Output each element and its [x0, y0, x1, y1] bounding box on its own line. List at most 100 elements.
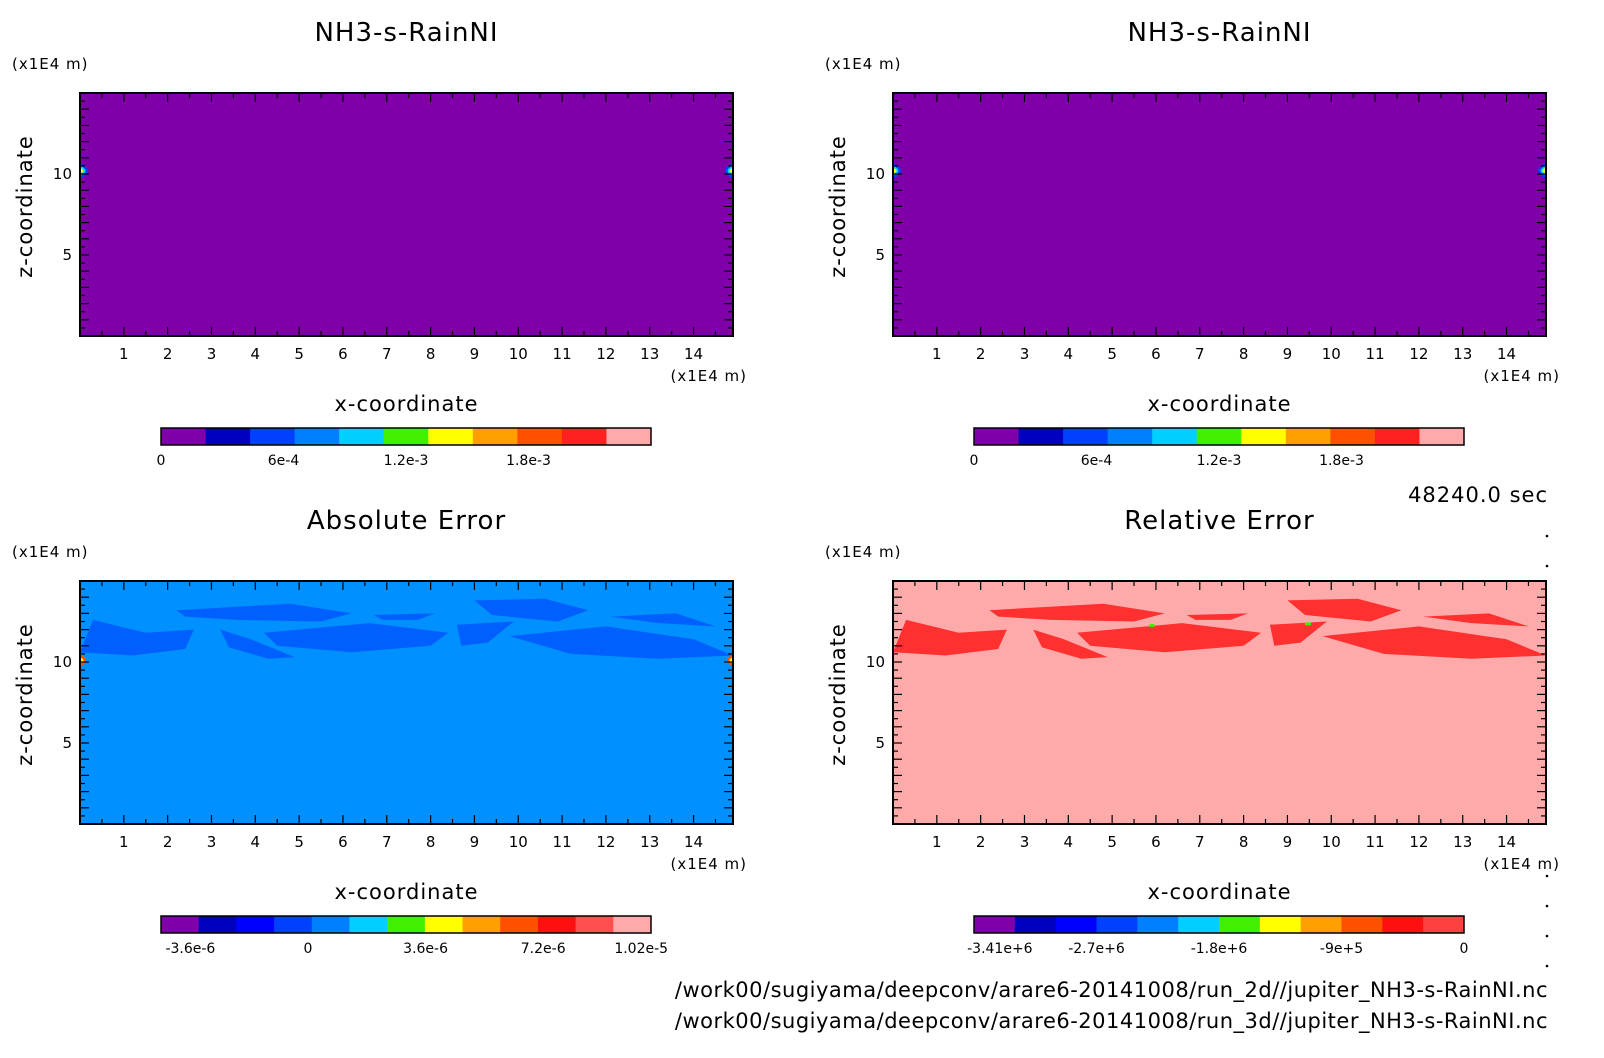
- footer-path-2d: /work00/sugiyama/deepconv/arare6-2014100…: [675, 978, 1548, 1003]
- colorbar-swatch: [517, 428, 563, 445]
- colorbar-swatch: [1259, 916, 1302, 933]
- colorbar-swatch: [294, 428, 340, 445]
- colorbar-tick-label: -3.6e-6: [165, 941, 215, 957]
- colorbar: 0 6e-4 1.2e-3 1.8e-3: [157, 427, 652, 469]
- colorbar-swatch: [387, 916, 426, 933]
- colorbar-swatch: [1178, 916, 1220, 933]
- contour-field: [80, 93, 733, 336]
- footer-path-3d: /work00/sugiyama/deepconv/arare6-2014100…: [675, 1009, 1548, 1034]
- x-tick-label: 7: [1195, 345, 1205, 363]
- colorbar-swatch: [606, 428, 652, 445]
- colorbar-swatch: [349, 916, 388, 933]
- x-tick-label: 11: [553, 345, 572, 363]
- x-tick-label: 14: [1497, 345, 1516, 363]
- colorbar-swatch: [1152, 428, 1198, 445]
- x-tick-label: 9: [470, 833, 480, 851]
- x-tick-label: 8: [426, 345, 436, 363]
- x-tick-label: 10: [1322, 833, 1341, 851]
- x-tick-label: 3: [1020, 345, 1030, 363]
- chart-panel-4: Relative Error(x1E4 m)1 2 3 4 5 6 7 8 9 10 11 12 13 1…: [825, 506, 1560, 957]
- x-tick-label: 12: [596, 345, 615, 363]
- x-axis-label: x-coordinate: [334, 392, 478, 416]
- x-tick-label: 14: [1497, 833, 1516, 851]
- y-axis-label: z-coordinate: [826, 135, 850, 278]
- y-axis: 5 10: [866, 100, 1546, 329]
- colorbar-swatch: [613, 916, 652, 933]
- colorbar: -3.41e+6 -2.7e+6 -1.8e+6 -9e+5 0: [967, 915, 1469, 957]
- x-tick-label: 14: [684, 833, 703, 851]
- colorbar-swatch: [250, 428, 296, 445]
- colorbar-swatch: [974, 428, 1020, 445]
- x-tick-label: 12: [1409, 833, 1428, 851]
- colorbar-swatch: [1300, 916, 1342, 933]
- x-tick-label: 11: [1366, 345, 1385, 363]
- chart-title: Relative Error: [1124, 506, 1315, 536]
- x-tick-label: 1: [932, 833, 942, 851]
- x-tick-label: 4: [1064, 833, 1074, 851]
- x-tick-label: 1: [932, 345, 942, 363]
- x-tick-label: 8: [1239, 345, 1249, 363]
- y-tick-label: 10: [53, 165, 72, 183]
- x-tick-label: 1: [119, 345, 129, 363]
- colorbar-tick-label: 0: [1460, 941, 1469, 957]
- x-tick-label: 9: [1283, 345, 1293, 363]
- colorbar-tick-label: 1.8e-3: [1319, 453, 1364, 469]
- colorbar-swatch: [1096, 916, 1138, 933]
- colorbar-swatch: [1382, 916, 1424, 933]
- x-tick-label: 11: [553, 833, 572, 851]
- x-tick-label: 7: [382, 833, 392, 851]
- colorbar-swatch: [1330, 428, 1376, 445]
- colorbar-tick-label: 1.2e-3: [1197, 453, 1242, 469]
- colorbar-swatch: [1055, 916, 1097, 933]
- y-unit-label: (x1E4 m): [825, 55, 902, 73]
- colorbar-swatch: [537, 916, 577, 933]
- colorbar-swatch: [561, 428, 607, 445]
- colorbar-swatch: [161, 428, 207, 445]
- colorbar-swatch: [472, 428, 518, 445]
- x-tick-label: 5: [1107, 833, 1117, 851]
- colorbar-swatch: [161, 916, 200, 933]
- x-tick-label: 13: [1453, 833, 1472, 851]
- colorbar-tick-label: 6e-4: [268, 453, 300, 469]
- x-tick-label: 6: [338, 833, 348, 851]
- colorbar-swatch: [575, 916, 614, 933]
- x-tick-label: 2: [976, 345, 986, 363]
- x-tick-label: 8: [426, 833, 436, 851]
- colorbar-swatch: [1341, 916, 1383, 933]
- chart-panel-3: Absolute Error(x1E4 m)1 2 3 4 5 6 7 8 9 10 11 12 13 1…: [12, 506, 746, 957]
- colorbar-tick-label: 0: [970, 453, 979, 469]
- y-unit-label: (x1E4 m): [12, 55, 89, 73]
- x-tick-label: 3: [1020, 833, 1030, 851]
- colorbar-swatch: [383, 428, 429, 445]
- chart-title: Absolute Error: [307, 506, 506, 536]
- x-axis-label: x-coordinate: [1147, 880, 1291, 904]
- margin-dots: [1545, 534, 1549, 968]
- x-axis: 1 2 3 4 5 6 7 8 9 10 11 12 13 14: [101, 93, 717, 363]
- x-unit-label: (x1E4 m): [1483, 855, 1560, 873]
- x-tick-label: 3: [207, 833, 217, 851]
- x-tick-label: 5: [1107, 345, 1117, 363]
- x-unit-label: (x1E4 m): [670, 367, 747, 385]
- x-tick-label: 3: [207, 345, 217, 363]
- colorbar-tick-label: -2.7e+6: [1068, 941, 1125, 957]
- y-axis-label: z-coordinate: [826, 623, 850, 766]
- colorbar-swatch: [1419, 428, 1465, 445]
- x-axis: 1 2 3 4 5 6 7 8 9 10 11 12 13 14: [914, 93, 1530, 363]
- y-axis: 5 10: [866, 588, 1546, 817]
- x-tick-label: 5: [294, 833, 304, 851]
- colorbar-swatch: [1107, 428, 1153, 445]
- colorbar-swatch: [339, 428, 385, 445]
- x-tick-label: 13: [640, 833, 659, 851]
- x-axis: 1 2 3 4 5 6 7 8 9 10 11 12 13 14: [101, 581, 717, 851]
- x-tick-label: 12: [596, 833, 615, 851]
- colorbar-tick-label: 1.2e-3: [384, 453, 429, 469]
- chart-panel-1: NH3-s-RainNI(x1E4 m)1 2 3 4 5 6 7 8 9 10 11 12 13 14(…: [12, 18, 747, 469]
- colorbar-tick-label: -1.8e+6: [1191, 941, 1248, 957]
- chart-title: NH3-s-RainNI: [1127, 18, 1311, 48]
- y-tick-label: 10: [53, 653, 72, 671]
- chart-title: NH3-s-RainNI: [314, 18, 498, 48]
- colorbar-swatch: [198, 916, 237, 933]
- y-axis: 5 10: [53, 588, 733, 817]
- colorbar-swatch: [424, 916, 464, 933]
